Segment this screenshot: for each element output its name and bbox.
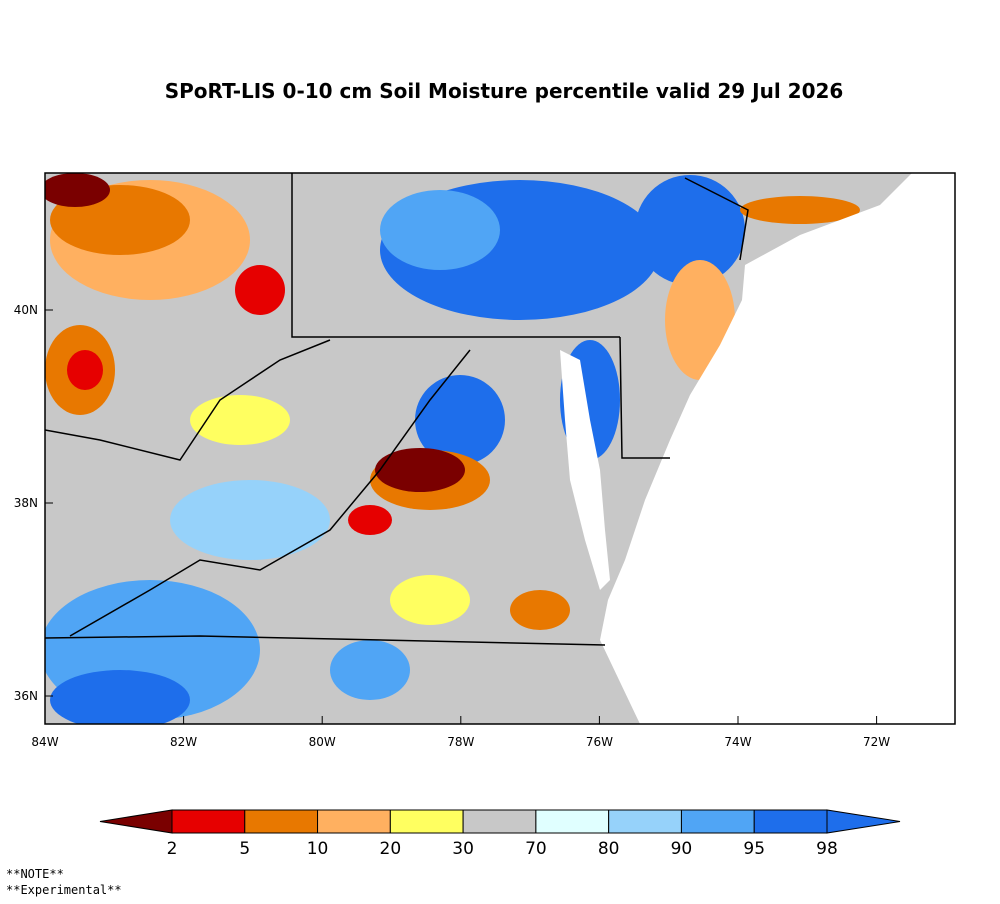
colorbar-box [389,809,464,834]
lon-tick-label: 74W [724,735,751,749]
map-field [45,173,955,724]
colorbar-box [317,809,391,834]
colorbar-box [535,809,610,834]
colorbar-box [244,809,319,834]
lon-tick-label: 72W [863,735,890,749]
lon-tick-label: 76W [586,735,613,749]
colorbar-label: 2 [167,839,178,859]
colorbar-arrow [826,809,901,834]
colorbar-label: 20 [380,839,402,859]
colorbar-box [680,809,755,834]
colorbar-label: 95 [743,839,765,859]
colorbar-label: 10 [307,839,329,859]
map-frame [44,172,956,725]
lon-tick-label: 78W [447,735,474,749]
lon-tick-label: 84W [31,735,58,749]
colorbar-box [171,809,246,834]
title: SPoRT-LIS 0-10 cm Soil Moisture percenti… [165,79,844,103]
lon-tick-label: 80W [309,735,336,749]
colorbar-label: 5 [239,839,250,859]
colorbar-label: 90 [671,839,693,859]
note: **NOTE** [6,867,64,881]
colorbar-label: 30 [452,839,474,859]
lat-tick-label: 36N [14,689,38,703]
colorbar-label: 98 [816,839,838,859]
lat-tick-label: 40N [14,303,38,317]
colorbar-box [608,809,682,834]
colorbar-arrow [99,809,173,834]
colorbar-label: 80 [598,839,620,859]
colorbar-box [753,809,828,834]
lat-tick-label: 38N [14,496,38,510]
colorbar-label: 70 [525,839,547,859]
colorbar-box [462,809,537,834]
note: **Experimental** [6,883,122,897]
lon-tick-label: 82W [170,735,197,749]
